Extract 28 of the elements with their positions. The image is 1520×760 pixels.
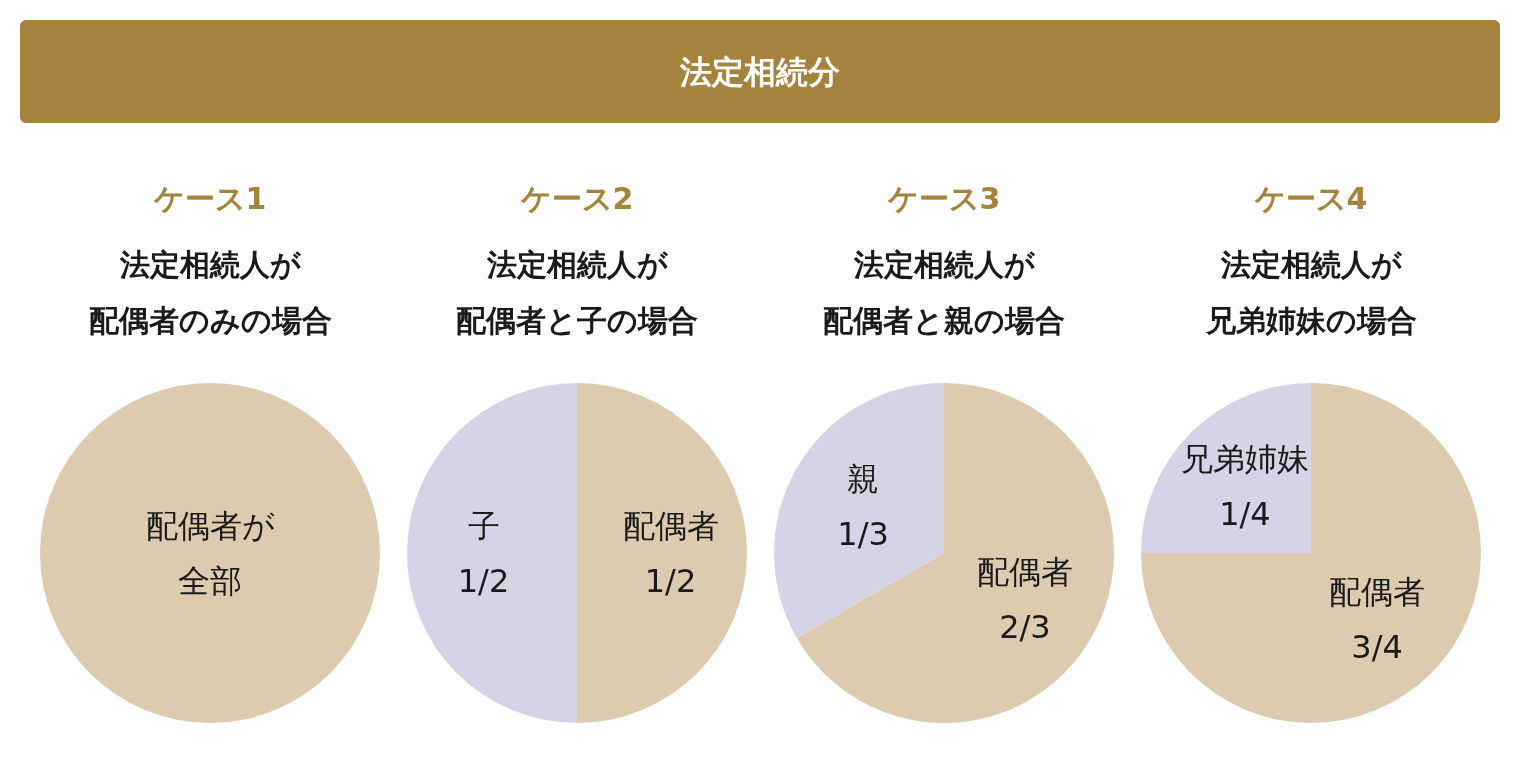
slice-label: 配偶者が全部: [145, 506, 275, 600]
data-label: 3/4: [1351, 627, 1403, 666]
chart-title: ケース4: [1253, 180, 1368, 216]
slice-label: 子: [467, 506, 500, 545]
text: 法定相続分: [679, 53, 840, 91]
slice-label: 親: [847, 459, 880, 498]
data-label: 2/3: [999, 608, 1051, 647]
slice-label: 兄弟姉妹: [1180, 440, 1309, 479]
pie-slice: [407, 383, 577, 723]
pie-slice: [577, 383, 747, 723]
slice-label: 配偶者: [622, 506, 719, 545]
chart-subtitle: 法定相続人が配偶者のみの場合: [88, 246, 332, 338]
chart-subtitle: 法定相続人が配偶者と親の場合: [823, 246, 1065, 338]
chart-title: ケース1: [152, 180, 267, 216]
data-label: 1/4: [1219, 495, 1271, 534]
data-label: 1/2: [457, 561, 510, 600]
slice-label: 配偶者: [976, 553, 1073, 592]
pie-slice: [796, 383, 1114, 723]
pie-slice: [1141, 383, 1311, 553]
pie-slice: [774, 383, 944, 638]
chart-subtitle: 法定相続人が兄弟姉妹の場合: [1204, 246, 1417, 338]
data-label: 1/3: [837, 514, 889, 553]
chart-title: ケース3: [886, 180, 1001, 216]
chart-title: ケース2: [519, 180, 634, 216]
slice-label: 配偶者: [1329, 572, 1426, 611]
pie-slice: [1141, 383, 1481, 723]
data-label: 1/2: [644, 561, 697, 600]
chart-subtitle: 法定相続人が配偶者と子の場合: [456, 246, 698, 338]
